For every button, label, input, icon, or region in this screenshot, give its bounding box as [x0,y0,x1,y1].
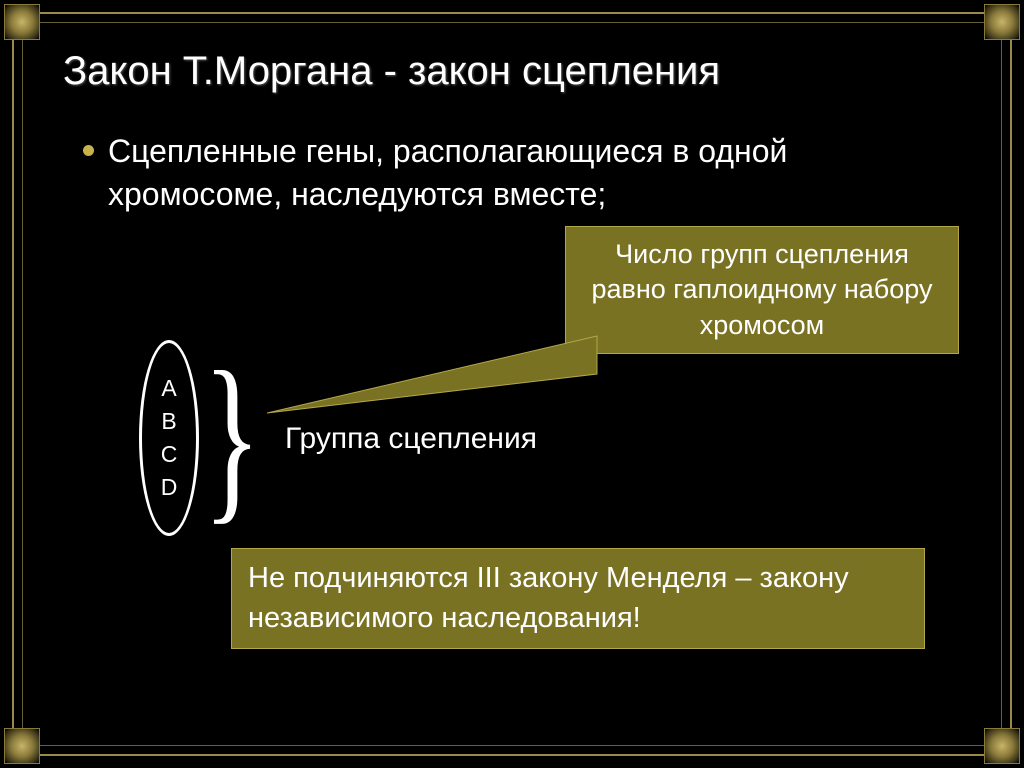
mendel-law-note: Не подчиняются III закону Менделя – зако… [231,548,925,648]
brace-icon: } [203,344,261,530]
slide-title: Закон Т.Моргана - закон сцепления [63,49,961,94]
chromosome-ellipse: A B C D [139,340,199,536]
bullet-dot-icon [83,145,94,156]
bullet-text: Сцепленные гены, располагающиеся в одной… [108,130,908,216]
gene-label: D [161,474,178,501]
outer-frame: Закон Т.Моргана - закон сцепления Сцепле… [12,12,1012,756]
callout-linkage-count: Число групп сцепленияравно гаплоидному н… [565,226,959,353]
info-text: Не подчиняются III закону Менделя – зако… [248,562,849,633]
gene-label: B [161,408,176,435]
bullet-item: Сцепленные гены, располагающиеся в одной… [83,130,961,216]
callout-text: Число групп сцепленияравно гаплоидному н… [591,239,932,339]
pointer-shape [267,336,597,413]
frame-corner-tl [4,4,40,40]
linkage-group-label: Группа сцепления [285,422,537,456]
inner-frame: Закон Т.Моргана - закон сцепления Сцепле… [22,22,1002,746]
callout-pointer-icon [267,308,599,428]
diagram-area: Число групп сцепленияравно гаплоидному н… [63,226,961,646]
frame-corner-bl [4,728,40,764]
gene-label: C [161,441,178,468]
gene-label: A [161,375,176,402]
frame-corner-br [984,728,1020,764]
frame-corner-tr [984,4,1020,40]
